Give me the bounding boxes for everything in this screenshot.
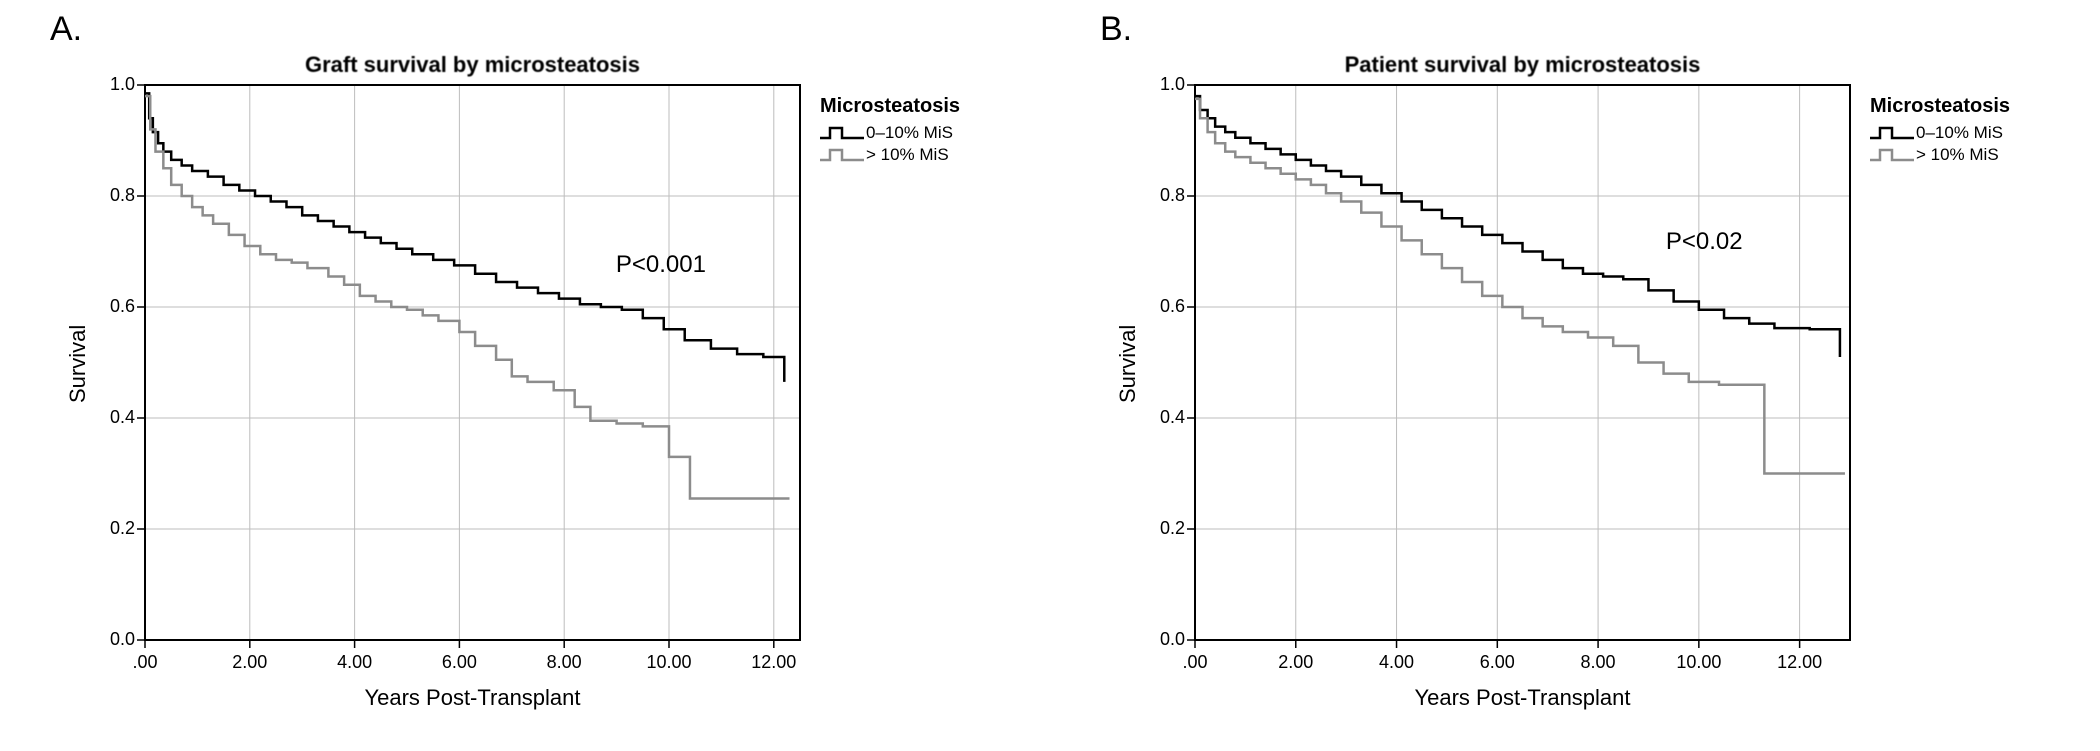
x-axis-label: Years Post-Transplant — [1195, 685, 1850, 711]
x-tick-label: 8.00 — [539, 652, 589, 673]
panel-label: A. — [50, 10, 82, 49]
panel-label: B. — [1100, 10, 1132, 49]
x-tick-label: 12.00 — [749, 652, 799, 673]
y-tick-label: 0.8 — [100, 185, 135, 206]
x-tick-label: 2.00 — [225, 652, 275, 673]
km-curve-0 — [1195, 96, 1840, 357]
legend-label: 0–10% MiS — [866, 123, 953, 143]
chart-title: Graft survival by microsteatosis — [105, 52, 840, 78]
x-tick-label: 12.00 — [1775, 652, 1825, 673]
x-tick-label: 4.00 — [330, 652, 380, 673]
y-tick-label: 0.4 — [100, 407, 135, 428]
x-tick-label: 6.00 — [1472, 652, 1522, 673]
x-tick-label: 6.00 — [434, 652, 484, 673]
legend-label: > 10% MiS — [866, 145, 949, 165]
p-value-annotation: P<0.02 — [1666, 228, 1743, 256]
chart-title: Patient survival by microsteatosis — [1155, 52, 1890, 78]
x-tick-label: .00 — [1170, 652, 1220, 673]
x-tick-label: 10.00 — [1674, 652, 1724, 673]
legend-label: 0–10% MiS — [1916, 123, 2003, 143]
legend-item: > 10% MiS — [1870, 144, 2010, 166]
y-tick-label: 1.0 — [1150, 74, 1185, 95]
y-tick-label: 1.0 — [100, 74, 135, 95]
legend: Microsteatosis 0–10% MiS> 10% MiS — [820, 95, 960, 166]
y-tick-label: 0.6 — [1150, 296, 1185, 317]
y-tick-label: 0.2 — [100, 518, 135, 539]
y-tick-label: 0.8 — [1150, 185, 1185, 206]
legend-swatch — [1870, 124, 1914, 142]
km-curve-1 — [145, 96, 790, 498]
legend-swatch — [820, 146, 864, 164]
x-axis-label: Years Post-Transplant — [145, 685, 800, 711]
y-tick-label: 0.0 — [1150, 629, 1185, 650]
x-tick-label: 10.00 — [644, 652, 694, 673]
km-curve-0 — [145, 93, 784, 382]
legend-item: > 10% MiS — [820, 144, 960, 166]
km-plot — [1195, 85, 1850, 640]
p-value-annotation: P<0.001 — [616, 251, 706, 279]
y-axis-label: Survival — [65, 324, 91, 402]
y-axis-label: Survival — [1115, 324, 1141, 402]
legend-swatch — [820, 124, 864, 142]
legend-label: > 10% MiS — [1916, 145, 1999, 165]
legend: Microsteatosis 0–10% MiS> 10% MiS — [1870, 95, 2010, 166]
legend-item: 0–10% MiS — [820, 122, 960, 144]
x-tick-label: 4.00 — [1372, 652, 1422, 673]
x-tick-label: 8.00 — [1573, 652, 1623, 673]
legend-item: 0–10% MiS — [1870, 122, 2010, 144]
km-plot — [145, 85, 800, 640]
x-tick-label: .00 — [120, 652, 170, 673]
x-tick-label: 2.00 — [1271, 652, 1321, 673]
y-tick-label: 0.4 — [1150, 407, 1185, 428]
legend-swatch — [1870, 146, 1914, 164]
y-tick-label: 0.6 — [100, 296, 135, 317]
panel-a: A. Graft survival by microsteatosis Surviv… — [0, 0, 1050, 751]
panel-b: B. Patient survival by microsteatosis Surv… — [1050, 0, 2100, 751]
figure-container: A. Graft survival by microsteatosis Surviv… — [0, 0, 2100, 751]
y-tick-label: 0.2 — [1150, 518, 1185, 539]
legend-title: Microsteatosis — [820, 95, 960, 118]
y-tick-label: 0.0 — [100, 629, 135, 650]
legend-title: Microsteatosis — [1870, 95, 2010, 118]
